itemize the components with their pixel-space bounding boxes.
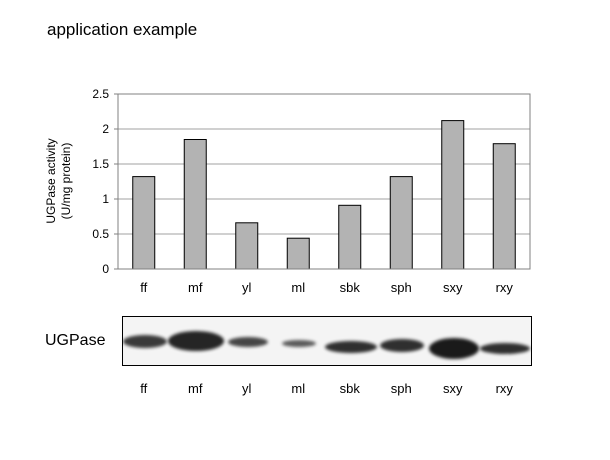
y-tick-labels: 0 0.5 1 1.5 2 2.5	[92, 87, 118, 276]
x-tick-label: ff	[140, 280, 147, 295]
x-tick-labels: ff mf yl ml sbk sph sxy rxy	[140, 280, 513, 295]
y-tick-label: 2.5	[92, 87, 109, 101]
page-title: application example	[47, 20, 198, 39]
bar-sph	[389, 176, 413, 270]
bar-ff	[132, 176, 156, 270]
bars	[132, 120, 516, 270]
western-blot-image	[122, 316, 532, 366]
y-tick-label: 2	[102, 122, 109, 136]
blot-lane-label: rxy	[495, 381, 513, 396]
blot-band-mf	[168, 331, 225, 351]
y-axis-label-line1: UGPase activity	[44, 138, 58, 223]
y-tick-label: 0	[102, 262, 109, 276]
blot-lane-label: sxy	[443, 381, 463, 396]
blot-band-sxy	[428, 338, 479, 359]
blot-band-sph	[380, 339, 425, 352]
y-tick-label: 0.5	[92, 227, 109, 241]
blot-band-ml	[282, 340, 317, 347]
bar-mf	[183, 139, 207, 270]
bar-sxy	[441, 120, 465, 270]
bar-chart: 0 0.5 1 1.5 2 2.5 ff mf yl ml sbk sph sxy rxy UGPase…	[44, 87, 531, 295]
y-tick-label: 1.5	[92, 157, 109, 171]
x-tick-label: sbk	[340, 280, 361, 295]
grid-lines	[118, 128, 530, 235]
blot-lane-label: yl	[242, 381, 252, 396]
blot-band-ff	[123, 335, 167, 348]
blot-band-sbk	[324, 341, 377, 353]
blot-lane-label: ff	[140, 381, 148, 396]
bar-yl	[235, 222, 259, 270]
blot-lane-label: mf	[188, 381, 203, 396]
bar-sbk	[338, 204, 362, 270]
blot-lane-label: sph	[390, 381, 412, 396]
x-tick-label: mf	[188, 280, 203, 295]
bar-rxy	[492, 143, 516, 270]
plot-area	[117, 93, 531, 270]
x-tick-label: ml	[291, 280, 305, 295]
x-tick-label: sph	[391, 280, 412, 295]
x-tick-label: rxy	[496, 280, 514, 295]
blot-band-yl	[227, 337, 268, 347]
blot-lane-label: ml	[291, 381, 306, 396]
blot-label: UGPase	[45, 332, 106, 349]
bar-ml	[286, 237, 310, 270]
x-tick-label: yl	[242, 280, 252, 295]
y-tick-label: 1	[102, 192, 109, 206]
blot-band-rxy	[480, 343, 531, 354]
y-axis-label-line2: (U/mg protein)	[59, 143, 73, 220]
blot-lane-label: sbk	[339, 381, 360, 396]
x-tick-label: sxy	[443, 280, 463, 295]
